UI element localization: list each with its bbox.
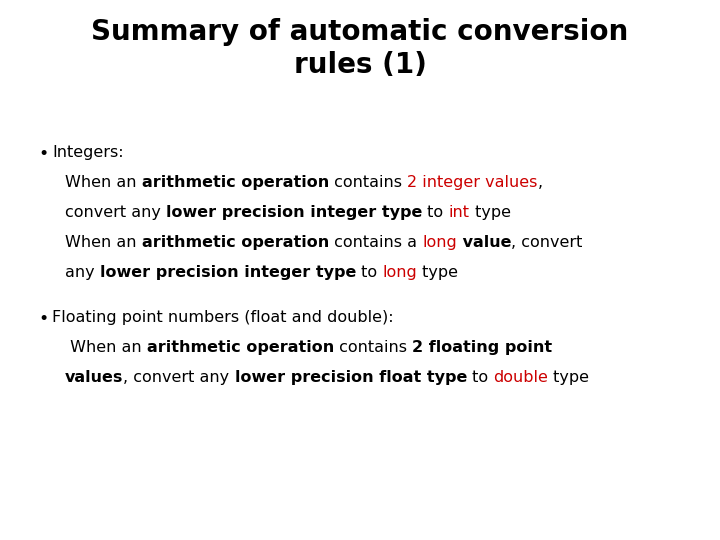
Text: to: to [356, 265, 382, 280]
Text: double: double [493, 370, 548, 385]
Text: ,: , [537, 175, 542, 190]
Text: 2 floating point: 2 floating point [412, 340, 552, 355]
Text: type: type [417, 265, 458, 280]
Text: int: int [449, 205, 469, 220]
Text: to: to [467, 370, 493, 385]
Text: arithmetic operation: arithmetic operation [147, 340, 334, 355]
Text: Floating point numbers (float and double):: Floating point numbers (float and double… [52, 310, 394, 325]
Text: , convert any: , convert any [123, 370, 235, 385]
Text: arithmetic operation: arithmetic operation [142, 175, 329, 190]
Text: arithmetic operation: arithmetic operation [142, 235, 329, 250]
Text: contains: contains [334, 340, 412, 355]
Text: lower precision integer type: lower precision integer type [100, 265, 356, 280]
Text: When an: When an [65, 340, 147, 355]
Text: •: • [38, 310, 48, 328]
Text: long: long [382, 265, 417, 280]
Text: long: long [422, 235, 456, 250]
Text: When an: When an [65, 235, 142, 250]
Text: any: any [65, 265, 100, 280]
Text: convert any: convert any [65, 205, 166, 220]
Text: to: to [423, 205, 449, 220]
Text: type: type [548, 370, 589, 385]
Text: lower precision float type: lower precision float type [235, 370, 467, 385]
Text: When an: When an [65, 175, 142, 190]
Text: value: value [456, 235, 511, 250]
Text: Integers:: Integers: [52, 145, 124, 160]
Text: lower precision integer type: lower precision integer type [166, 205, 423, 220]
Text: contains: contains [329, 175, 407, 190]
Text: •: • [38, 145, 48, 163]
Text: contains a: contains a [329, 235, 422, 250]
Text: values: values [65, 370, 123, 385]
Text: , convert: , convert [511, 235, 582, 250]
Text: type: type [469, 205, 510, 220]
Text: Summary of automatic conversion
rules (1): Summary of automatic conversion rules (1… [91, 18, 629, 79]
Text: 2 integer values: 2 integer values [407, 175, 537, 190]
